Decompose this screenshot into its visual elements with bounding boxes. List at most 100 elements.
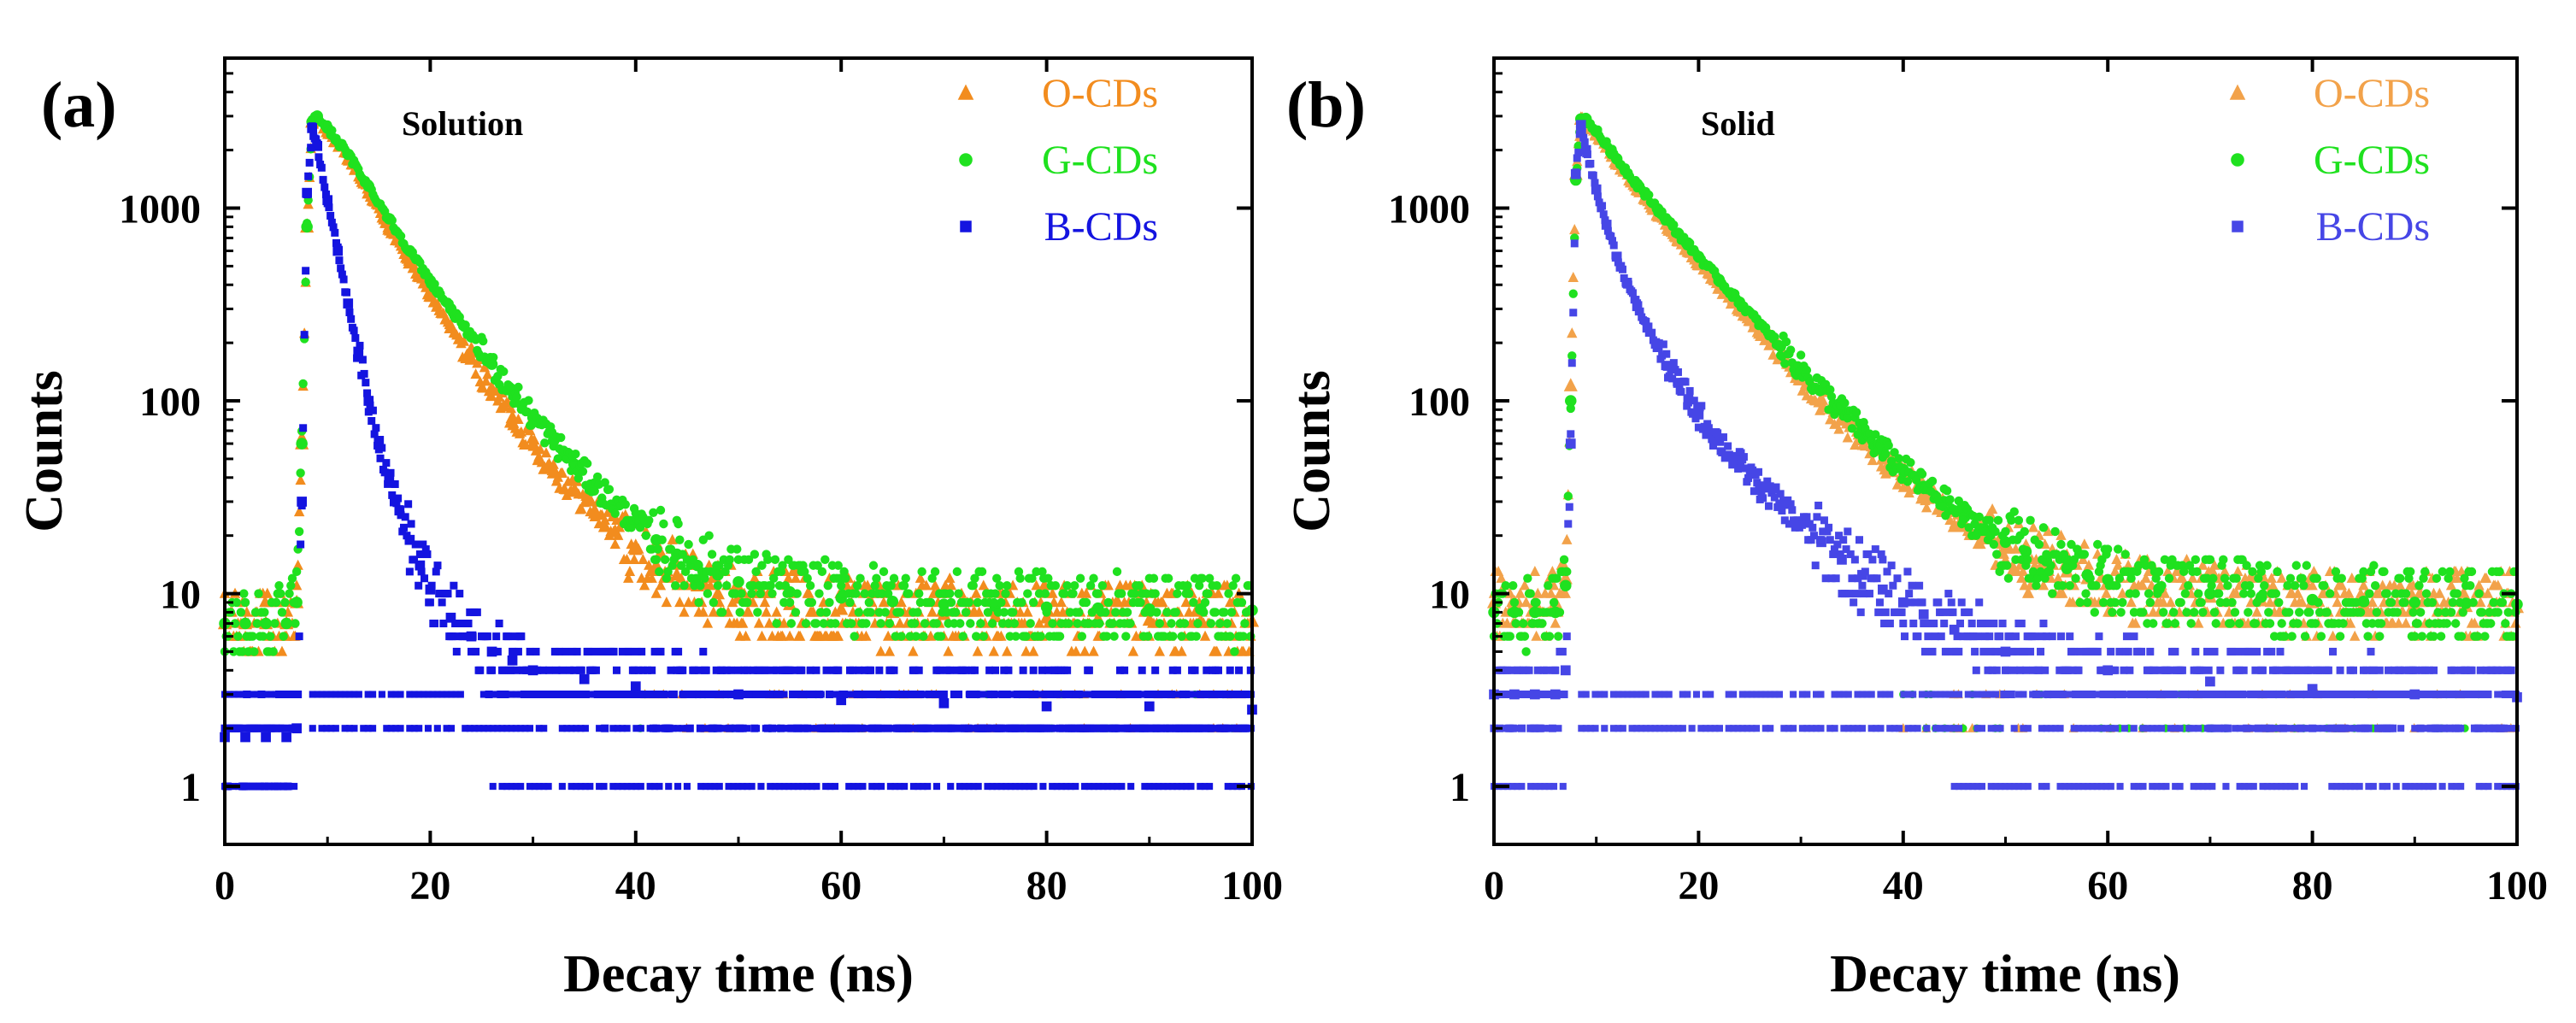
- data-point: [431, 620, 438, 627]
- data-point: [1906, 458, 1914, 467]
- data-point: [1720, 433, 1727, 441]
- data-point: [862, 619, 870, 627]
- data-point: [2301, 632, 2309, 640]
- data-point: [272, 598, 280, 607]
- data-point: [2232, 574, 2240, 583]
- data-point: [2248, 567, 2256, 576]
- data-point: [1226, 667, 1234, 674]
- data-point: [406, 567, 414, 575]
- data-point: [2285, 608, 2293, 616]
- data-point: [1192, 632, 1201, 640]
- legend-label: O-CDs: [1042, 71, 1158, 116]
- data-point: [2208, 574, 2217, 583]
- data-point: [670, 691, 677, 697]
- data-point: [1042, 702, 1052, 712]
- data-point: [532, 648, 540, 656]
- data-point: [1532, 598, 1540, 607]
- data-point: [1930, 620, 1938, 627]
- data-point: [626, 648, 633, 656]
- data-point: [1740, 453, 1748, 461]
- data-point: [744, 725, 750, 732]
- data-point: [2091, 581, 2100, 590]
- data-point: [1686, 387, 1694, 395]
- data-point: [1567, 430, 1574, 438]
- data-point: [540, 438, 549, 447]
- data-point: [2223, 581, 2232, 590]
- data-point: [291, 783, 297, 790]
- data-point: [2205, 677, 2215, 687]
- data-point: [2416, 608, 2425, 616]
- data-point: [2131, 589, 2139, 597]
- data-point: [315, 153, 322, 161]
- data-point: [2323, 608, 2332, 616]
- data-point: [1856, 536, 1863, 544]
- data-point: [1660, 340, 1667, 348]
- data-point: [408, 520, 415, 527]
- data-point: [253, 619, 262, 627]
- data-point: [1144, 632, 1152, 640]
- data-point: [884, 589, 892, 597]
- data-point: [611, 509, 620, 518]
- data-point: [1677, 388, 1685, 396]
- data-point: [859, 783, 866, 790]
- data-point: [2379, 567, 2388, 576]
- data-point: [768, 589, 776, 597]
- data-point: [1044, 691, 1051, 697]
- data-point: [1072, 783, 1079, 790]
- data-point: [2437, 632, 2445, 640]
- data-point: [2486, 619, 2495, 627]
- data-point: [749, 783, 756, 790]
- data-point: [605, 485, 614, 493]
- data-point: [403, 532, 410, 539]
- data-point: [652, 556, 661, 564]
- data-point: [1230, 647, 1238, 656]
- data-point: [369, 407, 377, 414]
- data-point: [402, 513, 409, 520]
- x-tick-label: 0: [215, 863, 235, 908]
- data-point: [822, 608, 831, 616]
- data-point: [638, 725, 644, 732]
- data-point: [2153, 589, 2161, 597]
- data-point: [825, 598, 833, 607]
- data-point: [2066, 632, 2073, 640]
- data-point: [1808, 524, 1816, 532]
- data-point: [1598, 202, 1606, 209]
- legend-label: G-CDs: [1042, 138, 1158, 183]
- data-point: [1051, 581, 1060, 590]
- data-point: [302, 267, 309, 274]
- data-point: [1152, 608, 1161, 616]
- data-point: [2338, 574, 2346, 583]
- data-point: [841, 574, 850, 583]
- data-point: [363, 390, 371, 397]
- x-axis-title: Decay time (ns): [563, 945, 914, 1003]
- data-point: [1956, 620, 1964, 627]
- data-point: [671, 581, 679, 590]
- data-point: [1782, 338, 1791, 346]
- data-point: [2447, 608, 2455, 616]
- data-point: [1832, 574, 1840, 582]
- y-tick-label: 1: [180, 765, 201, 810]
- data-point: [281, 691, 288, 697]
- data-point: [476, 667, 484, 674]
- data-point: [356, 691, 362, 697]
- data-point: [350, 326, 358, 334]
- data-point: [1905, 590, 1913, 597]
- data-point: [722, 581, 731, 590]
- data-point: [1979, 648, 1987, 656]
- data-point: [418, 567, 426, 575]
- data-point: [820, 556, 829, 564]
- data-point: [2031, 632, 2038, 640]
- data-point: [757, 783, 764, 790]
- data-point: [808, 598, 816, 607]
- data-point: [1674, 368, 1682, 376]
- data-point: [2003, 667, 2011, 674]
- data-point: [515, 648, 522, 656]
- data-point: [1973, 667, 1980, 674]
- data-point: [750, 550, 759, 558]
- data-point: [268, 647, 277, 656]
- data-point: [2206, 556, 2214, 564]
- data-point: [2046, 561, 2055, 569]
- data-point: [1224, 589, 1232, 597]
- data-point: [299, 424, 307, 432]
